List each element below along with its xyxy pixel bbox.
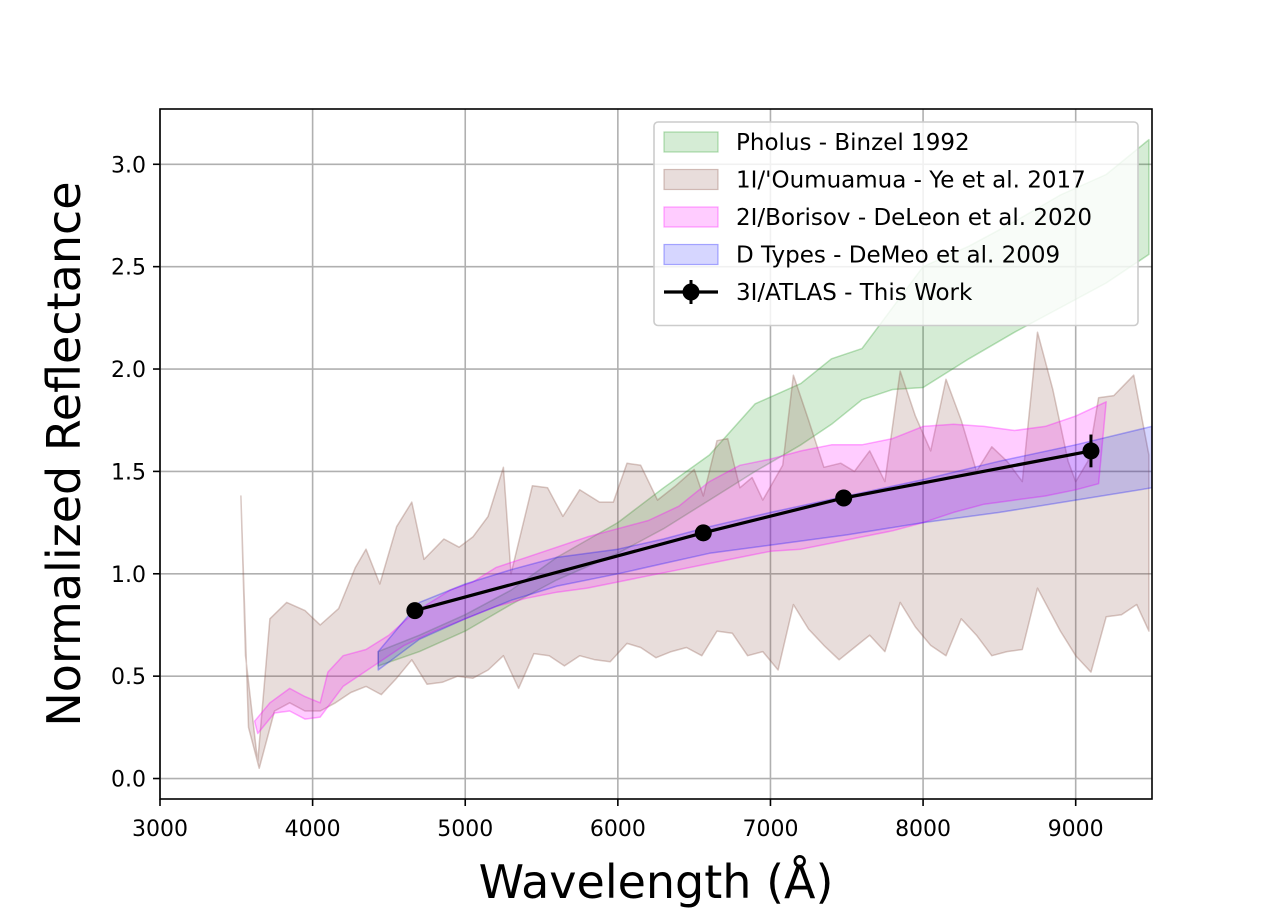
y-tick-label-0: 0.0 [111, 768, 146, 793]
legend-label-2: 2I/Borisov - DeLeon et al. 2020 [736, 205, 1092, 231]
atlas-layer [406, 434, 1100, 620]
x-tick-label-1: 4000 [285, 817, 341, 842]
atlas-point-2 [835, 489, 853, 507]
atlas-point-3 [1082, 442, 1100, 460]
x-tick-label-4: 7000 [742, 817, 798, 842]
legend-label-4: 3I/ATLAS - This Work [736, 280, 973, 306]
atlas-line [414, 449, 1092, 613]
x-tick-label-5: 8000 [895, 817, 951, 842]
y-tick-label-4: 2.0 [111, 358, 146, 383]
legend-swatch-marker-4 [682, 283, 700, 301]
x-tick-label-3: 6000 [590, 817, 646, 842]
y-axis-label: Normalized Reflectance [37, 181, 91, 726]
borisov-band [253, 401, 1107, 735]
legend-swatch-2 [663, 206, 719, 228]
d-types-band [377, 425, 1152, 671]
legend-swatch-1 [663, 168, 719, 191]
x-tick-label-6: 9000 [1048, 817, 1104, 842]
x-tick-label-2: 5000 [437, 817, 493, 842]
oumuamua-band [240, 331, 1150, 770]
y-tick-label-6: 3.0 [111, 153, 146, 178]
legend: Pholus - Binzel 1992 1I/'Oumuamua - Ye et… [653, 121, 1139, 327]
legend-label-3: D Types - DeMeo et al. 2009 [736, 243, 1060, 269]
legend-swatch-3 [663, 243, 719, 266]
atlas-point-1 [694, 524, 712, 542]
y-tick-label-5: 2.5 [111, 256, 146, 281]
y-tick-label-1: 0.5 [111, 665, 146, 690]
legend-box [653, 121, 1139, 327]
ticks: 3000 4000 5000 6000 7000 8000 9000 0.0 0.5 1.0 1.5… [111, 153, 1104, 842]
y-tick-label-3: 1.5 [111, 460, 146, 485]
plot-frame [159, 108, 1153, 800]
legend-label-0: Pholus - Binzel 1992 [736, 130, 970, 156]
legend-label-1: 1I/'Oumuamua - Ye et al. 2017 [736, 168, 1086, 194]
x-axis-label: Wavelength (Å) [479, 855, 834, 909]
y-tick-label-2: 1.0 [111, 563, 146, 588]
legend-swatch-0 [663, 131, 719, 153]
atlas-point-0 [406, 602, 424, 620]
x-tick-label-0: 3000 [132, 817, 188, 842]
